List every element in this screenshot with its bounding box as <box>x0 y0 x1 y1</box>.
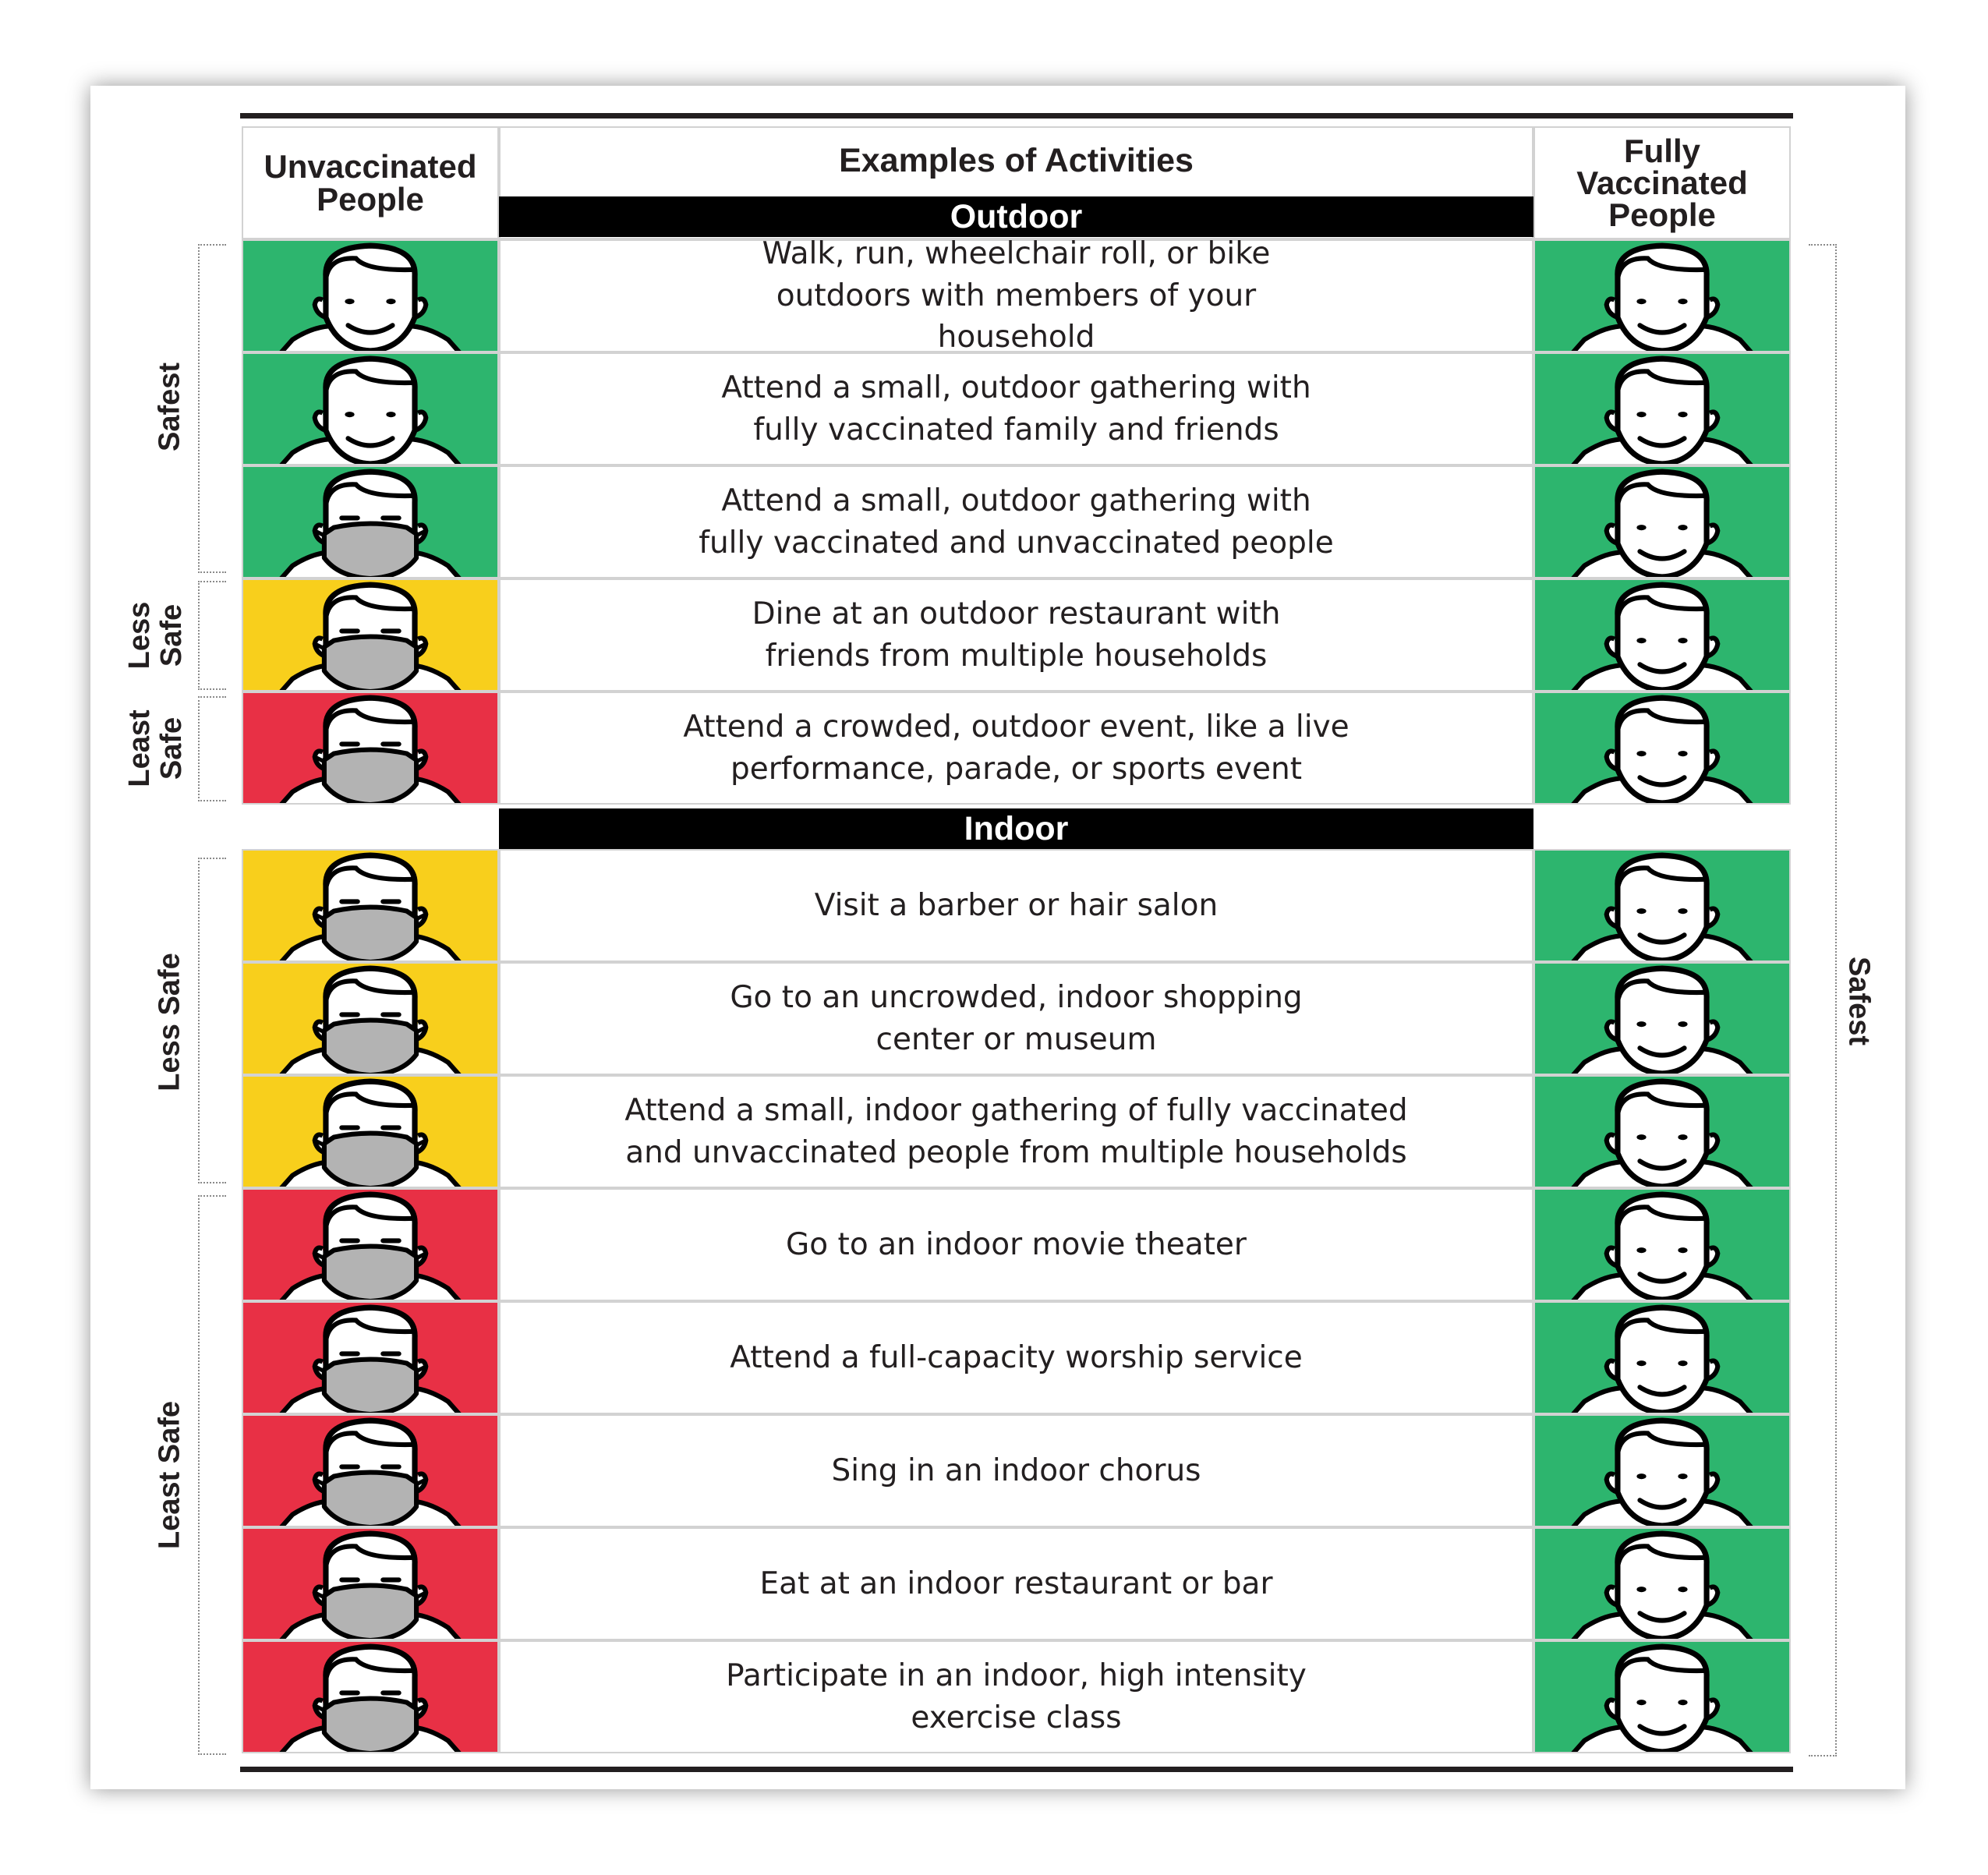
unvaccinated-risk-icon <box>242 1640 499 1753</box>
activity-text: Go to an indoor movie theater <box>499 1188 1533 1301</box>
activity-text: Attend a small, outdoor gathering with f… <box>499 352 1533 465</box>
label-indoor-less-safe: Less Safe <box>153 953 186 1091</box>
vaccinated-risk-icon <box>1533 962 1791 1075</box>
vaccinated-risk-icon <box>1533 578 1791 692</box>
activity-text: Walk, run, wheelchair roll, or bike outd… <box>499 236 1533 355</box>
unvaccinated-risk-icon <box>242 849 499 962</box>
activity-text: Attend a full-capacity worship service <box>499 1301 1533 1414</box>
vaccinated-risk-icon <box>1533 1414 1791 1527</box>
bracket-indoor-less-safe <box>198 858 226 1183</box>
vaccinated-risk-icon <box>1533 465 1791 578</box>
bracket-vaccinated-safest <box>1809 244 1837 1756</box>
unvaccinated-risk-icon <box>242 1301 499 1414</box>
unvaccinated-risk-icon <box>242 1188 499 1301</box>
unvaccinated-risk-icon <box>242 1414 499 1527</box>
unvaccinated-risk-icon <box>242 578 499 692</box>
activity-text: Dine at an outdoor restaurant with frien… <box>499 578 1533 692</box>
bracket-indoor-least-safe <box>198 1195 226 1755</box>
bracket-outdoor-least-safe <box>198 696 226 801</box>
unvaccinated-risk-icon <box>242 465 499 578</box>
vaccinated-risk-icon <box>1533 849 1791 962</box>
label-outdoor-less-safe: Less Safe <box>122 601 188 670</box>
header-activities: Examples of Activities <box>839 141 1194 179</box>
label-outdoor-least-safe: Least Safe <box>122 709 188 787</box>
vaccinated-risk-icon <box>1533 1640 1791 1753</box>
label-indoor-least-safe: Least Safe <box>153 1400 186 1550</box>
activity-text: Go to an uncrowded, indoor shopping cent… <box>499 962 1533 1075</box>
activity-text: Visit a barber or hair salon <box>499 849 1533 962</box>
vaccinated-risk-icon <box>1533 692 1791 805</box>
unvaccinated-risk-icon <box>242 1527 499 1640</box>
activity-text: Attend a small, outdoor gathering with f… <box>499 465 1533 578</box>
bracket-outdoor-safest <box>198 244 226 573</box>
unvaccinated-risk-icon <box>242 692 499 805</box>
activity-text: Sing in an indoor chorus <box>499 1414 1533 1527</box>
vaccinated-risk-icon <box>1533 239 1791 352</box>
unvaccinated-risk-icon <box>242 239 499 352</box>
unvaccinated-risk-icon <box>242 1075 499 1188</box>
section-indoor: Indoor <box>499 808 1533 849</box>
activity-text: Eat at an indoor restaurant or bar <box>499 1527 1533 1640</box>
header-unvaccinated: Unvaccinated People <box>242 126 499 239</box>
header-vaccinated: Fully Vaccinated People <box>1533 126 1791 239</box>
bracket-outdoor-less-safe <box>198 581 226 690</box>
vaccinated-risk-icon <box>1533 1301 1791 1414</box>
label-vaccinated-safest: Safest <box>1842 956 1876 1046</box>
unvaccinated-risk-icon <box>242 962 499 1075</box>
vaccinated-risk-icon <box>1533 1075 1791 1188</box>
vaccinated-risk-icon <box>1533 352 1791 465</box>
activity-text: Attend a crowded, outdoor event, like a … <box>499 692 1533 805</box>
label-outdoor-safest: Safest <box>153 362 186 452</box>
activity-text: Attend a small, indoor gathering of full… <box>499 1075 1533 1188</box>
vaccinated-risk-icon <box>1533 1188 1791 1301</box>
activity-text: Participate in an indoor, high intensity… <box>499 1640 1533 1753</box>
section-outdoor: Outdoor <box>499 196 1533 237</box>
vaccinated-risk-icon <box>1533 1527 1791 1640</box>
unvaccinated-risk-icon <box>242 352 499 465</box>
top-rule <box>240 113 1793 119</box>
bottom-rule <box>240 1767 1793 1772</box>
